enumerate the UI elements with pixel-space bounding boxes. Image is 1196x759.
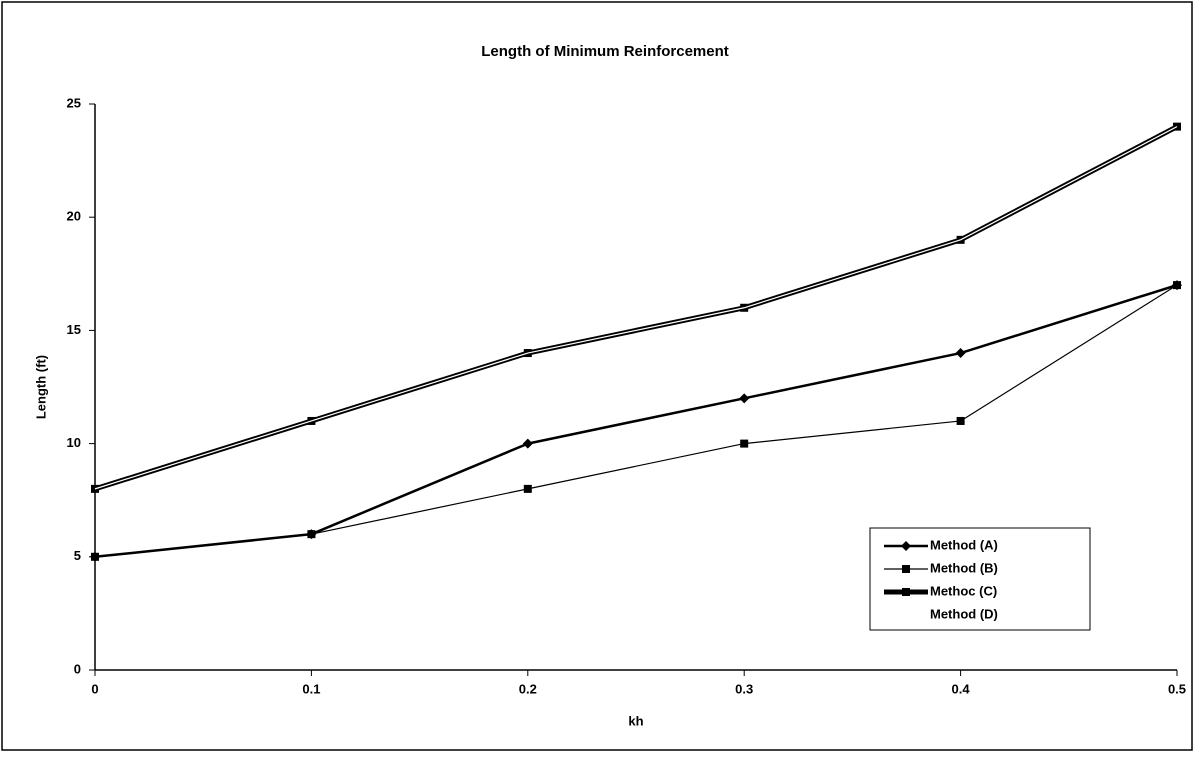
marker [955, 348, 966, 359]
legend-label: Method (A) [930, 537, 998, 552]
y-tick-label: 15 [67, 322, 81, 337]
marker [956, 416, 965, 425]
y-axis-label: Length (ft) [33, 355, 48, 419]
series-line [94, 284, 1178, 558]
marker [522, 438, 533, 449]
chart-title: Length of Minimum Reinforcement [481, 43, 729, 60]
y-tick-label: 20 [67, 209, 81, 224]
marker [91, 552, 99, 561]
marker [1173, 281, 1181, 290]
x-tick-label: 0.4 [952, 681, 971, 696]
marker [739, 393, 750, 404]
legend-marker [902, 565, 910, 573]
marker [307, 530, 316, 539]
x-tick-label: 0 [91, 681, 98, 696]
marker [740, 439, 749, 448]
legend-marker [902, 588, 910, 596]
marker [523, 484, 532, 493]
x-axis-label: kh [628, 713, 643, 728]
x-tick-label: 0.5 [1168, 681, 1186, 696]
legend-label: Method (D) [930, 606, 998, 621]
y-tick-label: 25 [67, 95, 81, 110]
legend-marker [901, 541, 911, 551]
x-tick-label: 0.3 [735, 681, 753, 696]
legend-label: Method (B) [930, 560, 998, 575]
y-tick-label: 10 [67, 435, 81, 450]
x-tick-label: 0.1 [302, 681, 320, 696]
y-tick-label: 0 [74, 661, 81, 676]
legend-label: Methoc (C) [930, 583, 997, 598]
y-tick-label: 5 [74, 548, 81, 563]
x-tick-label: 0.2 [519, 681, 537, 696]
series-line [94, 126, 1178, 490]
